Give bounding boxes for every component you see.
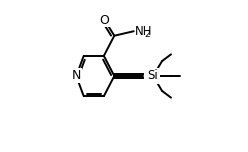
Text: O: O — [100, 14, 110, 27]
Text: Si: Si — [148, 69, 158, 83]
Text: NH: NH — [134, 25, 152, 38]
Text: 2: 2 — [145, 30, 151, 40]
Text: N: N — [72, 69, 81, 83]
